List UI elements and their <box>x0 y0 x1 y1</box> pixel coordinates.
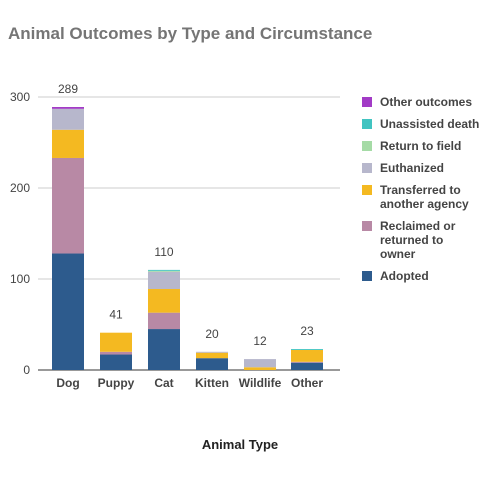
bar-segment <box>291 362 323 370</box>
legend-swatch <box>362 185 372 195</box>
bar-segment <box>196 352 228 359</box>
legend-item: Return to field <box>362 139 480 153</box>
x-tick-label: Puppy <box>98 376 135 390</box>
legend-swatch <box>362 141 372 151</box>
legend: Other outcomes Unassisted death Return to … <box>362 95 480 291</box>
legend-label: Reclaimed or returned to owner <box>380 219 456 261</box>
legend-item: Euthanized <box>362 161 480 175</box>
bar-segment <box>100 332 132 352</box>
x-tick-label: Cat <box>154 376 173 390</box>
legend-label: Return to field <box>380 139 462 153</box>
bar-segment <box>52 129 84 158</box>
legend-swatch <box>362 271 372 281</box>
total-label: 23 <box>300 324 314 338</box>
x-tick-label: Other <box>291 376 323 390</box>
bar-segment <box>291 349 323 362</box>
bar-segment <box>52 157 84 254</box>
legend-swatch <box>362 163 372 173</box>
total-label: 110 <box>154 245 173 259</box>
bar-segment <box>291 349 323 350</box>
bar-segment <box>148 289 180 313</box>
bar-segment <box>291 361 323 363</box>
legend-item: Unassisted death <box>362 117 480 131</box>
legend-label: Adopted <box>380 269 429 283</box>
x-tick-label: Kitten <box>195 376 229 390</box>
total-label: 289 <box>58 82 78 96</box>
legend-item: Other outcomes <box>362 95 480 109</box>
bar-segment <box>244 367 276 370</box>
y-tick-label: 0 <box>23 363 30 377</box>
bar-segment <box>148 312 180 330</box>
bar-segment <box>196 358 228 370</box>
bar-segment <box>52 253 84 370</box>
y-tick-label: 300 <box>10 90 30 104</box>
legend-item: Adopted <box>362 269 480 283</box>
legend-swatch <box>362 97 372 107</box>
legend-item: Reclaimed or returned to owner <box>362 219 480 261</box>
bar-segment <box>148 269 180 271</box>
legend-label: Euthanized <box>380 161 445 175</box>
legend-item: Transferred to another agency <box>362 183 480 211</box>
total-label: 12 <box>253 334 267 348</box>
x-tick-label: Wildlife <box>239 376 282 390</box>
bar-segment <box>148 329 180 370</box>
bar-segment <box>148 271 180 290</box>
bar-segment <box>100 351 132 355</box>
bar-segment <box>52 108 84 130</box>
legend-swatch <box>362 119 372 129</box>
y-tick-label: 100 <box>10 272 30 286</box>
legend-swatch <box>362 221 372 231</box>
legend-label: Transferred to another agency <box>380 183 469 211</box>
x-axis-label: Animal Type <box>201 437 279 452</box>
bar-segment <box>148 270 180 272</box>
x-tick-label: Dog <box>56 376 79 390</box>
y-tick-label: 200 <box>10 181 30 195</box>
total-label: 41 <box>109 308 123 322</box>
bar-segment <box>100 354 132 370</box>
chart-title: Animal Outcomes by Type and Circumstance <box>8 24 373 43</box>
legend-label: Other outcomes <box>380 95 473 109</box>
legend-label: Unassisted death <box>380 117 480 131</box>
bar-segment <box>52 107 84 109</box>
bar-segment <box>196 351 228 353</box>
total-label: 20 <box>205 327 219 341</box>
bar-segment <box>244 359 276 368</box>
